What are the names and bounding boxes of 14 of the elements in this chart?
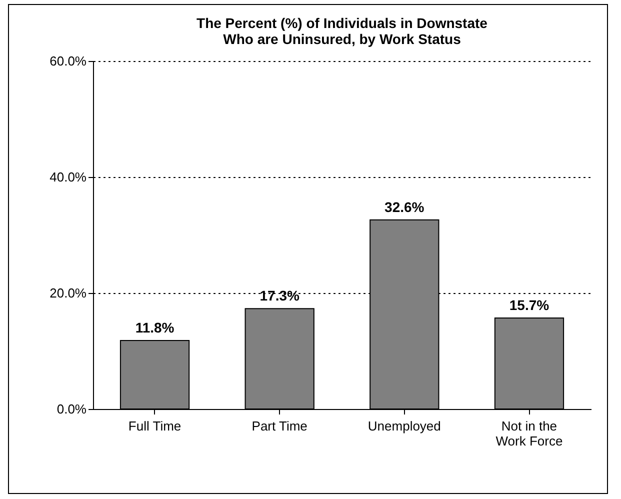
text: Who are Uninsured, by Work Status bbox=[223, 31, 461, 47]
x-tick-label: Full Time bbox=[128, 418, 182, 434]
data-label: 11.8% bbox=[135, 320, 175, 336]
y-tick-label: 20.0% bbox=[50, 286, 87, 300]
x-tick-label: Unemployed bbox=[368, 418, 441, 434]
y-tick-label: 0.0% bbox=[56, 402, 87, 416]
data-label: 17.3% bbox=[260, 288, 300, 304]
y-tick-label: 60.0% bbox=[50, 54, 87, 68]
x-tick-label: Part Time bbox=[252, 418, 308, 434]
y-tick-label: 40.0% bbox=[50, 170, 87, 184]
x-tick-label: Not in the Work Force bbox=[496, 418, 563, 448]
text: The Percent (%) of Individuals in Downstate bbox=[196, 15, 488, 31]
data-label: 15.7% bbox=[509, 296, 550, 313]
data-label: 32.6% bbox=[384, 198, 425, 215]
